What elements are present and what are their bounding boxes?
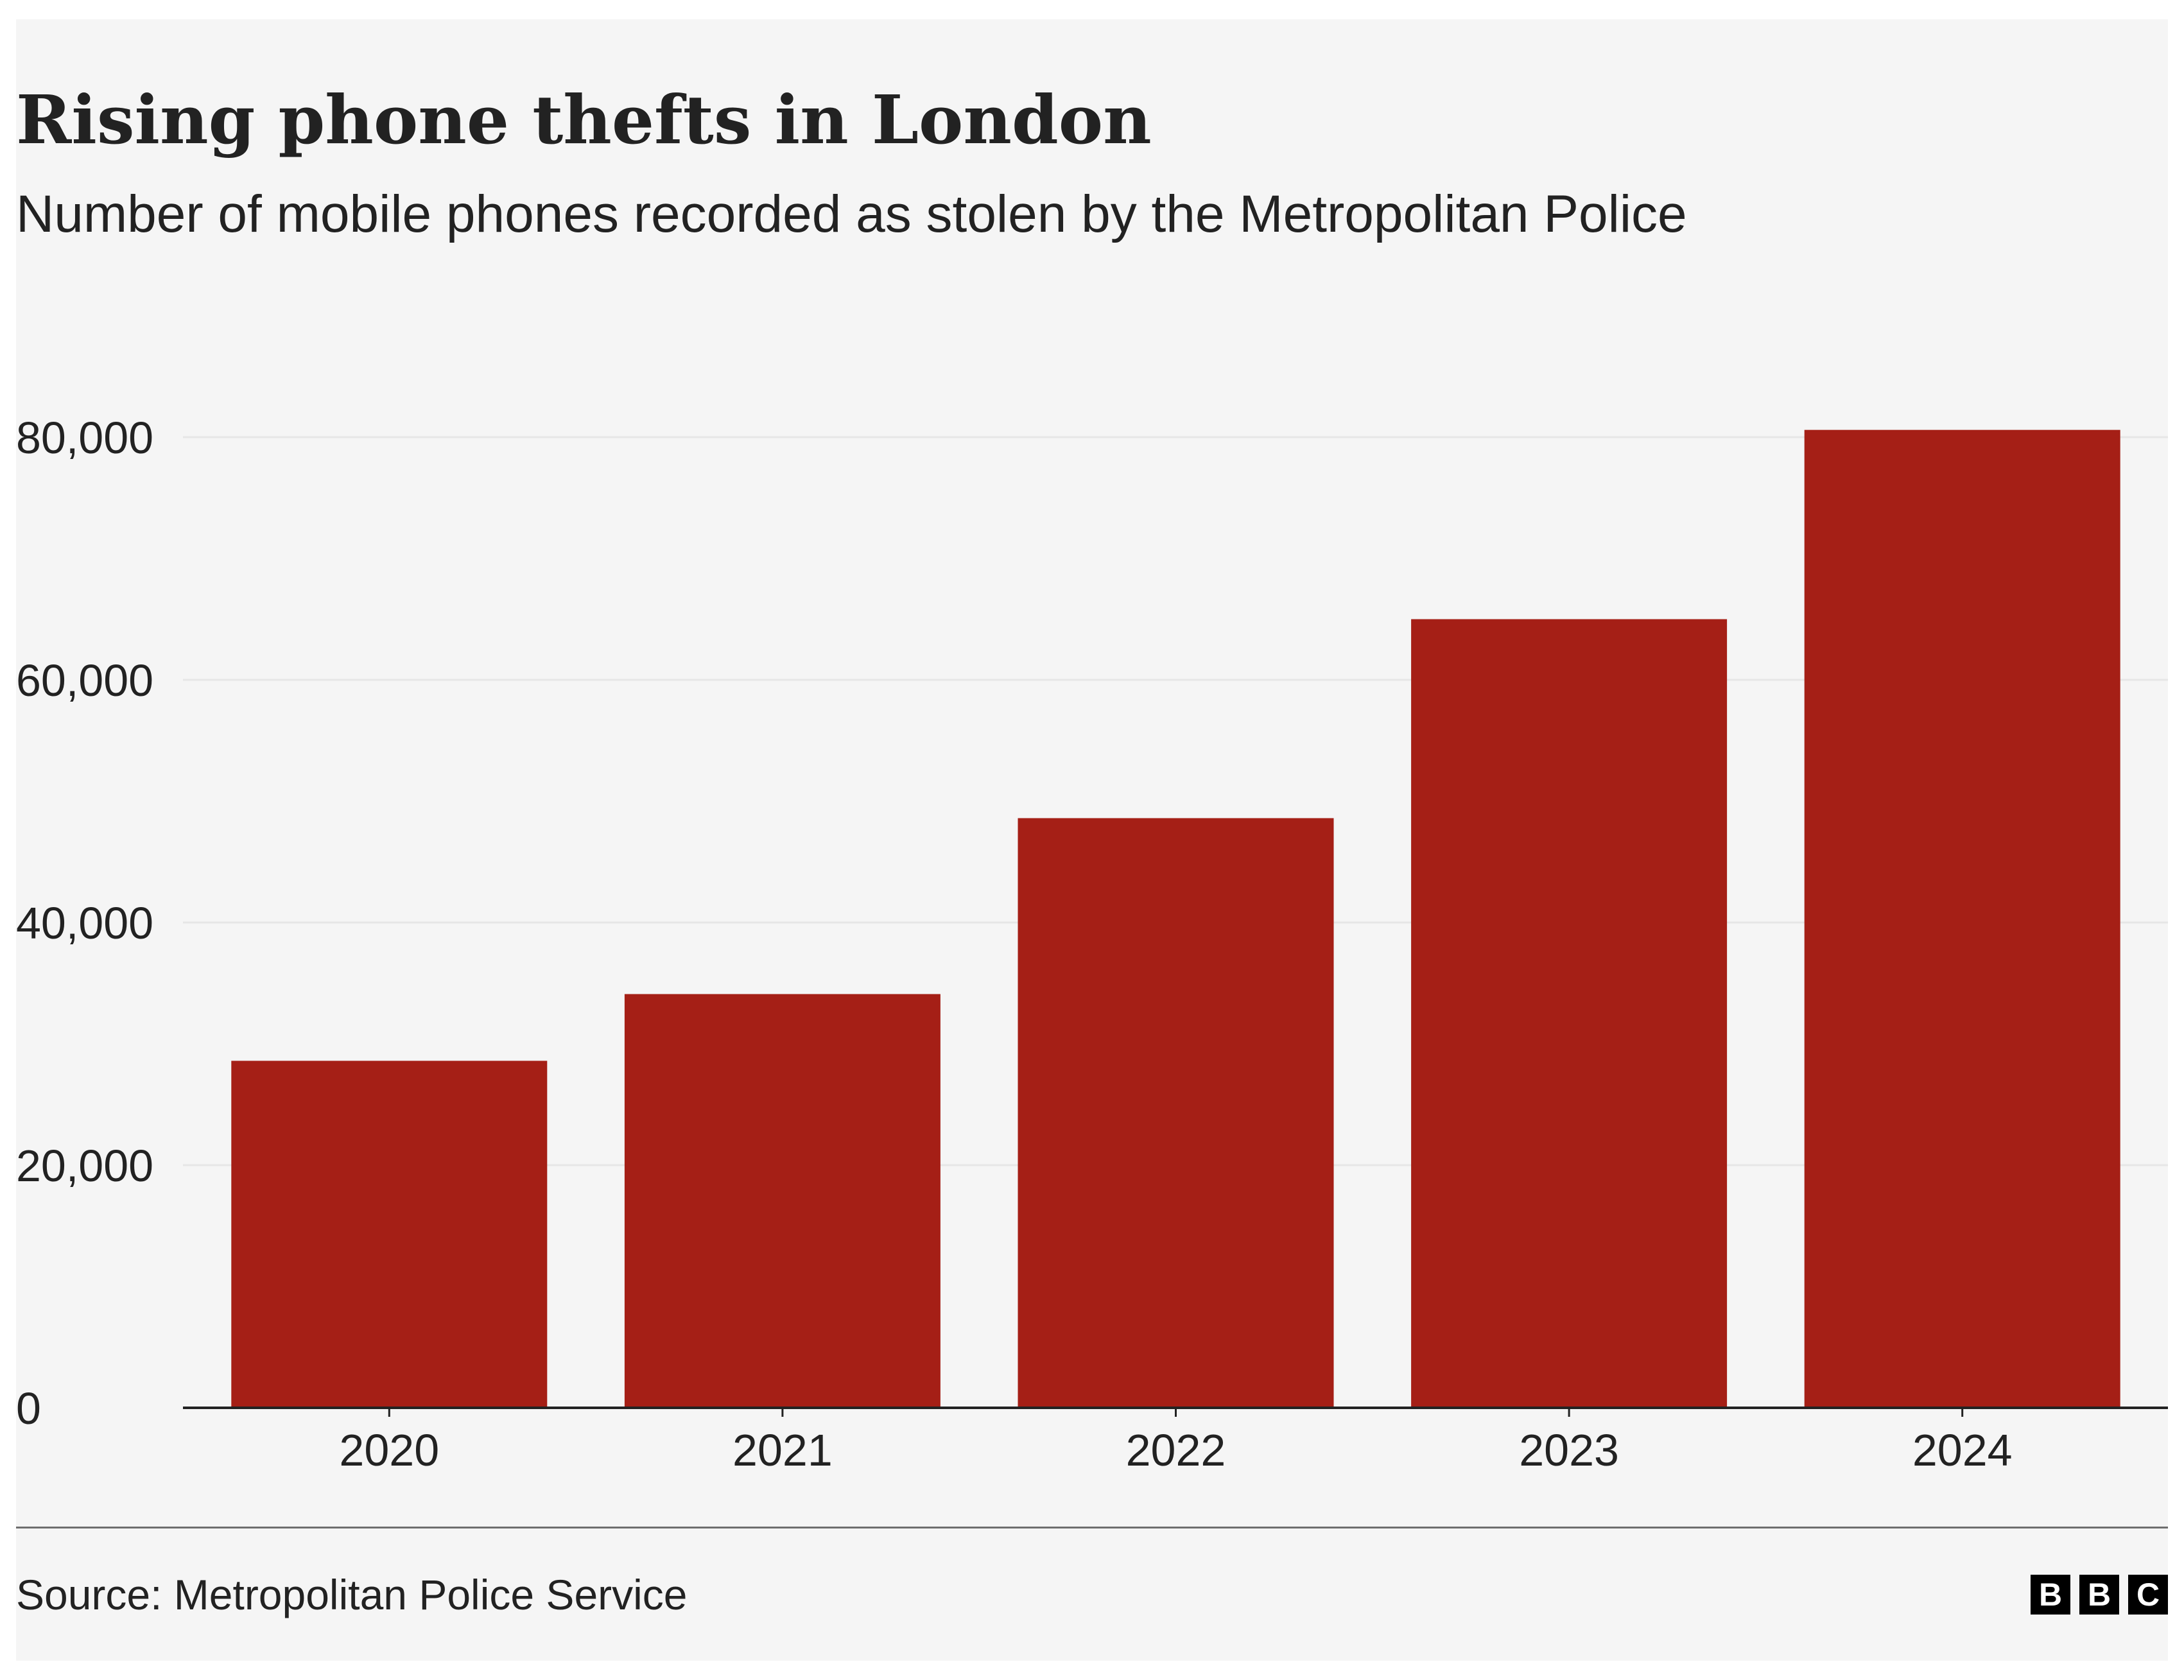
bars	[231, 429, 2120, 1408]
y-axis-tick-labels: 0 20,000 40,000 60,000 80,000	[16, 413, 153, 1433]
x-tick-label: 2021	[732, 1425, 833, 1475]
chart-panel: Rising phone thefts in London Number of …	[16, 19, 2168, 1661]
x-tick-label: 2023	[1519, 1425, 1619, 1475]
x-tick-label: 2022	[1126, 1425, 1226, 1475]
y-tick-label: 0	[16, 1383, 41, 1433]
y-tick-label: 80,000	[16, 413, 153, 463]
x-axis-ticks: 2020 2021 2022 2023 2024	[339, 1408, 2013, 1475]
source-note: Source: Metropolitan Police Service	[16, 1571, 688, 1618]
y-tick-label: 40,000	[16, 898, 153, 948]
bar-2023	[1411, 619, 1728, 1408]
x-tick-label: 2024	[1912, 1425, 2013, 1475]
bar-2020	[231, 1061, 548, 1408]
bar-2022	[1018, 818, 1334, 1408]
x-tick-label: 2020	[339, 1425, 439, 1475]
chart-title: Rising phone thefts in London	[16, 80, 1152, 159]
bbc-logo-letter: B	[2079, 1575, 2119, 1615]
y-tick-label: 60,000	[16, 655, 153, 706]
footer-divider	[16, 1527, 2168, 1528]
bbc-logo-letter: C	[2128, 1575, 2168, 1615]
chart-subtitle: Number of mobile phones recorded as stol…	[16, 185, 1687, 243]
bar-2021	[624, 994, 940, 1408]
bbc-logo-letter: B	[2031, 1575, 2070, 1615]
bar-2024	[1804, 429, 2120, 1408]
y-tick-label: 20,000	[16, 1141, 153, 1191]
bbc-logo: B B C	[2031, 1575, 2168, 1615]
